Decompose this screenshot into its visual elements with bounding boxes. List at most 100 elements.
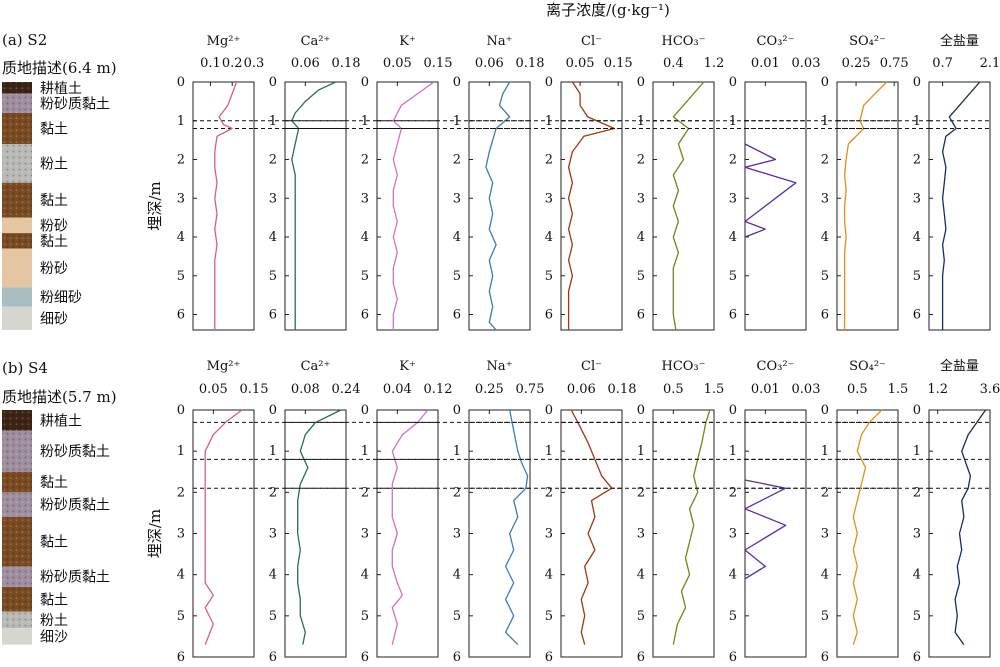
x-tick-label: 0.05 <box>566 56 595 71</box>
x-tick-label: 1.5 <box>888 382 909 397</box>
panel-label: (b) S4 <box>2 359 48 377</box>
x-tick-label: 1.2 <box>927 382 948 397</box>
y-tick-label: 4 <box>821 568 829 583</box>
lithology-layer-texture <box>2 566 32 588</box>
lithology-layer-texture <box>2 182 32 218</box>
series-header: HCO₃⁻ <box>661 34 705 49</box>
series-header: CO₃²⁻ <box>757 359 795 374</box>
series-line <box>485 81 511 331</box>
series-header: K⁺ <box>399 359 416 374</box>
ion-column: Ca²⁺ 0.06 0.18 0 1 2 3 4 5 6 <box>269 34 360 331</box>
y-tick-label: 3 <box>729 191 737 206</box>
y-tick-label: 4 <box>729 568 737 583</box>
lithology-layer-swatch <box>2 628 32 645</box>
series-header: K⁺ <box>399 34 416 49</box>
y-tick-label: 0 <box>821 403 829 418</box>
y-tick-label: 6 <box>361 650 369 663</box>
x-tick-label: 0.15 <box>424 56 453 71</box>
panel-label: (a) S2 <box>2 31 47 49</box>
main-axis-label: 离子浓度/(g·kg⁻¹) <box>546 1 670 19</box>
lithology-layer-label: 黏土 <box>40 193 68 209</box>
lithology-layer-texture <box>2 611 32 629</box>
y-tick-label: 0 <box>637 403 645 418</box>
y-tick-label: 5 <box>453 609 461 624</box>
y-tick-label: 6 <box>361 308 369 323</box>
y-tick-label: 5 <box>545 609 553 624</box>
x-tick-label: 0.5 <box>847 382 868 397</box>
lithology-title: 质地描述(6.4 m) <box>2 59 117 77</box>
column-frame <box>284 409 347 658</box>
y-tick-label: 4 <box>361 230 369 245</box>
column-frame <box>744 409 807 658</box>
lithology-layer-texture <box>2 93 32 113</box>
series-header: Ca²⁺ <box>301 34 331 49</box>
column-frame <box>284 81 347 331</box>
y-tick-label: 4 <box>453 568 461 583</box>
x-tick-label: 0.01 <box>751 56 780 71</box>
y-tick-label: 3 <box>821 191 829 206</box>
column-frame <box>652 81 715 331</box>
column-frame <box>652 409 715 658</box>
y-tick-label: 6 <box>545 650 553 663</box>
y-tick-label: 5 <box>177 609 185 624</box>
y-tick-label: 5 <box>821 609 829 624</box>
column-frame <box>376 409 439 658</box>
y-tick-label: 3 <box>913 527 921 542</box>
y-tick-label: 0 <box>269 403 277 418</box>
y-tick-label: 2 <box>545 485 553 500</box>
y-tick-label: 0 <box>177 75 185 90</box>
lithology-layer-texture <box>2 587 32 612</box>
lithology-layer-texture <box>2 233 32 249</box>
y-tick-label: 5 <box>637 269 645 284</box>
y-tick-label: 5 <box>913 609 921 624</box>
lithology-layer-label: 耕植土 <box>40 80 82 97</box>
x-tick-label: 0.05 <box>199 382 228 397</box>
x-tick-label: 0.18 <box>608 382 637 397</box>
y-tick-label: 4 <box>637 568 645 583</box>
ion-column: SO₄²⁻ 0.5 1.5 0 1 2 3 4 5 6 <box>821 359 909 665</box>
y-tick-label: 5 <box>269 609 277 624</box>
y-tick-label: 3 <box>637 191 645 206</box>
column-frame <box>836 409 899 658</box>
y-tick-label: 6 <box>913 308 921 323</box>
y-tick-label: 4 <box>269 230 277 245</box>
lithology-title: 质地描述(5.7 m) <box>2 388 117 406</box>
lithology-layer-label: 细沙 <box>40 629 68 645</box>
y-tick-label: 2 <box>637 153 645 168</box>
y-tick-label: 3 <box>545 191 553 206</box>
column-frame <box>376 81 439 331</box>
ion-column: Na⁺ 0.25 0.75 0 1 2 3 4 5 6 <box>453 359 545 665</box>
series-header: Cl⁻ <box>581 34 602 49</box>
x-tick-label: 0.03 <box>792 382 821 397</box>
y-tick-label: 4 <box>913 568 921 583</box>
y-tick-label: 6 <box>269 650 277 663</box>
y-tick-label: 6 <box>913 650 921 663</box>
column-frame <box>468 81 531 331</box>
y-tick-label: 6 <box>545 308 553 323</box>
y-tick-label: 4 <box>545 230 553 245</box>
series-header: HCO₃⁻ <box>661 359 705 374</box>
y-tick-label: 0 <box>913 75 921 90</box>
column-frame <box>560 81 623 331</box>
y-tick-label: 4 <box>545 568 553 583</box>
x-tick-label: 0.05 <box>383 56 412 71</box>
series-line <box>744 479 787 580</box>
x-tick-label: 0.06 <box>475 56 504 71</box>
y-tick-label: 1 <box>729 444 737 459</box>
lithology-layer-texture <box>2 517 32 567</box>
x-tick-label: 0.06 <box>567 382 596 397</box>
lithology-layer-label: 黏土 <box>40 592 68 608</box>
series-header: SO₄²⁻ <box>849 359 886 374</box>
x-tick-label: 1.2 <box>704 56 725 71</box>
column-frame <box>192 409 255 658</box>
y-tick-label: 2 <box>269 485 277 500</box>
y-tick-label: 1 <box>269 444 277 459</box>
y-axis-label: 埋深/m <box>146 181 164 230</box>
lithology-layer-swatch <box>2 287 32 307</box>
series-header: Na⁺ <box>487 34 513 49</box>
lithology-layer-swatch <box>2 306 32 330</box>
y-tick-label: 4 <box>177 568 185 583</box>
y-tick-label: 3 <box>269 527 277 542</box>
column-frame <box>928 81 991 331</box>
